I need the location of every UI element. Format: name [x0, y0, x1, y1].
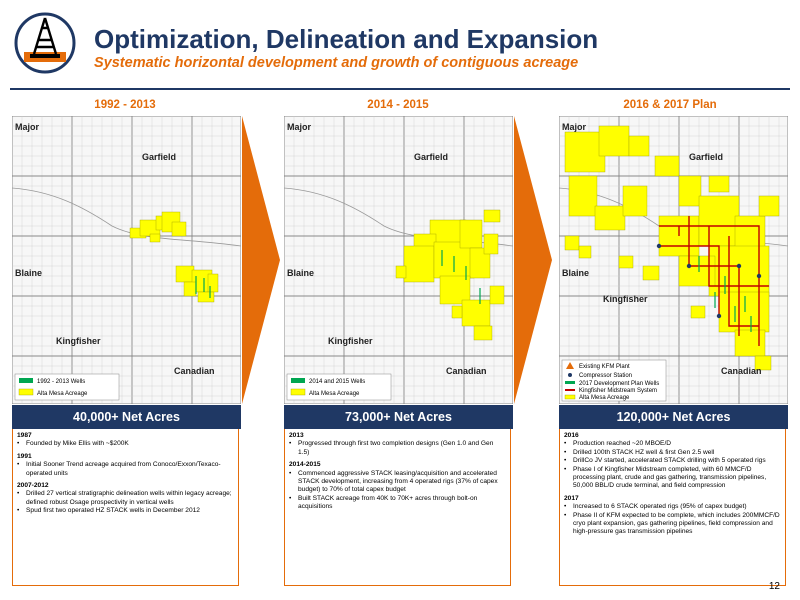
map-label-canadian: Canadian	[174, 366, 215, 376]
milestone-bullet: Commenced aggressive STACK leasing/acqui…	[289, 470, 506, 495]
milestone-year: 2014-2015	[289, 461, 321, 469]
progression-arrow-2	[514, 116, 552, 404]
net-acres-banner-1: 40,000+ Net Acres	[12, 405, 241, 429]
milestones-box-1: 1987 Founded by Mike Ellis with ~$200K 1…	[12, 429, 239, 586]
map-label-kingfisher: Kingfisher	[328, 336, 373, 346]
acreage-blocks	[129, 211, 219, 303]
svg-text:1992 - 2013 Wells: 1992 - 2013 Wells	[37, 379, 85, 385]
map-label-garfield: Garfield	[689, 152, 723, 162]
milestone-bullet: Production reached ~20 MBOE/D	[564, 440, 781, 449]
milestone-year: 1987	[17, 432, 32, 439]
period-heading-2: 2014 - 2015	[367, 99, 429, 111]
page-subtitle: Systematic horizontal development and gr…	[94, 55, 579, 71]
svg-text:2014 and 2015 Wells: 2014 and 2015 Wells	[309, 379, 365, 385]
svg-text:Compressor Station: Compressor Station	[579, 373, 632, 379]
wells-legend-swatch	[19, 378, 33, 383]
milestone-year: 2016	[564, 432, 579, 439]
milestone-year: 2007-2012	[17, 482, 49, 490]
page-number: 12	[768, 581, 780, 592]
svg-text:Alta Mesa Acreage: Alta Mesa Acreage	[579, 395, 630, 401]
period-heading-1: 1992 - 2013	[94, 99, 156, 111]
plant-icon	[566, 362, 574, 369]
period-heading-3: 2016 & 2017 Plan	[623, 99, 717, 111]
milestone-bullet: Phase II of KFM expected to be complete,…	[564, 512, 781, 537]
map-legend: Existing KFM Plant Compressor Station 20…	[561, 359, 667, 402]
map-label-kingfisher: Kingfisher	[56, 336, 101, 346]
map-label-canadian: Canadian	[721, 366, 762, 376]
milestone-year: 2013	[289, 432, 304, 439]
milestone-year: 2017	[564, 494, 579, 502]
svg-text:Alta Mesa Acreage: Alta Mesa Acreage	[309, 391, 360, 397]
svg-text:Kingfisher Midstream System: Kingfisher Midstream System	[579, 388, 657, 394]
acreage-map-1992-2013: Major Garfield Blaine Kingfisher Canadia…	[12, 116, 241, 404]
map-legend: 2014 and 2015 Wells Alta Mesa Acreage	[286, 373, 392, 401]
milestone-bullet: Founded by Mike Ellis with ~$200K	[17, 440, 234, 449]
page-title: Optimization, Delineation and Expansion	[94, 24, 599, 54]
milestone-bullet: Spud first two operated HZ STACK wells i…	[17, 507, 234, 516]
map-label-blaine: Blaine	[562, 268, 589, 278]
map-label-major: Major	[562, 122, 587, 132]
net-acres-banner-3: 120,000+ Net Acres	[559, 405, 788, 429]
pipeline-legend-swatch	[565, 389, 575, 391]
svg-text:Existing KFM Plant: Existing KFM Plant	[579, 364, 630, 370]
acreage-map-2016-2017-plan: Major Garfield Blaine Kingfisher Canadia…	[559, 116, 788, 404]
map-label-blaine: Blaine	[15, 268, 42, 278]
milestones-box-3: 2016 Production reached ~20 MBOE/D Drill…	[559, 429, 786, 586]
map-label-garfield: Garfield	[414, 152, 448, 162]
milestone-bullet: Initial Sooner Trend acreage acquired fr…	[17, 461, 234, 478]
acreage-map-2014-2015: Major Garfield Blaine Kingfisher Canadia…	[284, 116, 513, 404]
milestone-bullet: Built STACK acreage from 40K to 70K+ acr…	[289, 495, 506, 512]
milestone-bullet: Phase I of Kingfisher Midstream complete…	[564, 466, 781, 491]
milestone-bullet: Increased to 6 STACK operated rigs (95% …	[564, 503, 781, 512]
milestone-bullet: Drilled 100th STACK HZ well & first Gen …	[564, 449, 781, 458]
milestone-year: 1991	[17, 452, 32, 460]
map-label-blaine: Blaine	[287, 268, 314, 278]
title-divider	[10, 88, 790, 90]
milestone-bullet: Progressed through first two completion …	[289, 440, 506, 457]
map-label-major: Major	[15, 122, 40, 132]
net-acres-banner-2: 73,000+ Net Acres	[284, 405, 513, 429]
svg-text:Alta Mesa Acreage: Alta Mesa Acreage	[37, 391, 88, 397]
map-label-kingfisher: Kingfisher	[603, 294, 648, 304]
map-label-garfield: Garfield	[142, 152, 176, 162]
township-grid	[12, 116, 241, 404]
milestone-bullet: DrillCo JV started, accelerated STACK dr…	[564, 457, 781, 466]
map-label-canadian: Canadian	[446, 366, 487, 376]
acreage-legend-swatch	[18, 388, 34, 396]
map-legend: 1992 - 2013 Wells Alta Mesa Acreage	[14, 373, 120, 401]
kingfisher-midstream-pipelines	[659, 216, 769, 346]
acreage-legend-swatch	[564, 394, 576, 400]
wells-legend-swatch	[291, 378, 305, 383]
svg-text:2017 Development Plan Wells: 2017 Development Plan Wells	[579, 381, 659, 387]
acreage-legend-swatch	[290, 388, 306, 396]
map-label-major: Major	[287, 122, 312, 132]
compressor-icon	[568, 373, 572, 377]
wells-legend-swatch	[565, 381, 575, 384]
acreage-blocks	[395, 209, 505, 341]
milestones-box-2: 2013 Progressed through first two comple…	[284, 429, 511, 586]
milestone-bullet: Drilled 27 vertical stratigraphic deline…	[17, 490, 234, 507]
company-logo	[14, 12, 76, 74]
progression-arrow-1	[242, 116, 280, 404]
